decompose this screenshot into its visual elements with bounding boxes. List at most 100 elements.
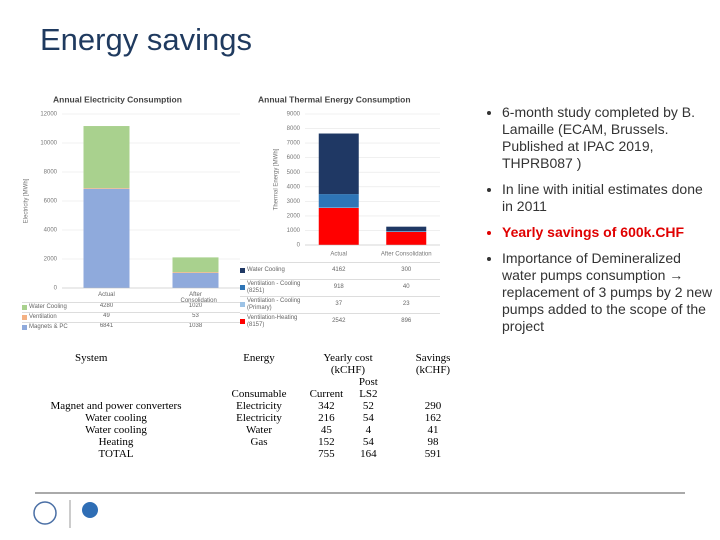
data-label: 896: [401, 317, 412, 324]
savings-table: System Energy Yearly cost (kCHF) Savings (k…: [20, 352, 470, 460]
y-tick-label: 3000: [287, 199, 301, 205]
subheader-cell: Post LS2: [358, 376, 378, 400]
bar-segment: [83, 188, 130, 189]
chart-title: Annual Thermal Energy Consumption: [258, 94, 411, 104]
table-cell: 98: [427, 436, 439, 448]
header-cell: Yearly cost (kCHF): [323, 352, 373, 376]
legend-label: Water Cooling: [29, 303, 67, 310]
table-cell: 41: [427, 424, 439, 436]
y-axis-label: Electricity [MWh]: [24, 178, 30, 223]
header-cell: Savings (kCHF): [415, 352, 451, 376]
legend-label: Ventilation - Cooling (Primary): [247, 297, 301, 311]
header-row: System Energy Yearly cost (kCHF) Savings (k…: [20, 352, 470, 376]
table-cell: 4: [365, 424, 372, 436]
table-cell: 152: [318, 436, 335, 448]
bar-segment: [172, 257, 219, 273]
bar-segment: [386, 231, 427, 232]
bullet-list: 6-month study completed by B. Lamaille (…: [488, 104, 716, 344]
table-cell: Water cooling: [85, 424, 147, 436]
data-label: 300: [401, 266, 412, 273]
y-axis-label: Thermal Energy [MWh]: [274, 148, 280, 210]
legend-label: Ventilation-Heating (8157): [247, 314, 298, 328]
bar-segment: [172, 272, 219, 288]
table-cell: 54: [362, 412, 374, 424]
table-cell: 45: [320, 424, 332, 436]
data-label: 49: [103, 313, 110, 319]
data-label: 40: [402, 283, 410, 290]
table-cell: Heating: [98, 436, 134, 448]
legend-swatch: [240, 319, 245, 324]
header-cell: [20, 376, 212, 400]
x-tick-label: Actual: [330, 252, 347, 258]
data-label: 1020: [188, 303, 203, 309]
table-row: Water cooling Water 45 4 41: [20, 424, 470, 436]
table-cell: 591: [424, 448, 442, 460]
table-row: Water cooling Electricity 216 54 162: [20, 412, 470, 424]
table-row: Magnet and power converters Electricity 34…: [20, 400, 470, 412]
legend-swatch: [22, 314, 27, 320]
table-cell: 54: [362, 436, 374, 448]
legend-row-line: [240, 313, 440, 314]
table-cell: 755: [318, 448, 335, 460]
legend-row-line: [240, 296, 440, 297]
y-tick-label: 2000: [44, 257, 58, 263]
data-label: 918: [333, 283, 344, 290]
table-row: Heating Gas 152 54 98: [20, 436, 470, 448]
legend-row-line: [22, 302, 240, 303]
y-tick-label: 8000: [44, 170, 58, 176]
data-label: 23: [402, 300, 410, 307]
x-tick-label: Actual: [98, 292, 115, 298]
y-tick-label: 8000: [287, 126, 301, 132]
table-cell: Water cooling: [85, 412, 147, 424]
bar-segment: [318, 133, 359, 195]
subheader-cell: Current: [309, 388, 344, 400]
legend-label: Ventilation - Cooling (8251): [247, 280, 301, 294]
data-label: 37: [335, 300, 343, 307]
x-tick-label: After Consolidation: [381, 252, 432, 258]
legend-entry: Water Cooling: [22, 302, 82, 312]
bullet: In line with initial estimates done in 2…: [502, 181, 716, 215]
legend-entry: Ventilation: [22, 312, 82, 322]
chart-title: Annual Electricity Consumption: [53, 94, 182, 104]
bullet: Importance of Demineralized water pumps …: [502, 250, 716, 335]
legend-swatch: [240, 302, 245, 307]
legend-row-line: [240, 279, 440, 280]
table-cell: 216: [318, 412, 335, 424]
subheader-cell: Consumable: [231, 388, 287, 400]
header-cell: System: [75, 352, 108, 364]
table-row: TOTAL 755 164 591: [20, 448, 470, 460]
y-tick-label: 9000: [287, 112, 301, 118]
slide-title: Energy savings: [40, 22, 252, 57]
bar-segment: [172, 272, 219, 273]
data-label: 6841: [99, 323, 114, 329]
data-label: 4162: [332, 266, 346, 273]
y-tick-label: 7000: [287, 141, 301, 147]
legend-label: Magnets & PC: [29, 323, 68, 330]
legend-swatch: [22, 324, 27, 330]
bar-segment: [386, 231, 427, 245]
bar-segment: [318, 207, 359, 245]
legend-swatch: [240, 268, 245, 273]
y-tick-label: 6000: [44, 199, 58, 205]
header-cell: Energy: [243, 352, 275, 364]
table-cell: 342: [318, 400, 335, 412]
y-tick-label: 4000: [44, 228, 58, 234]
bar-segment: [318, 194, 359, 208]
table-cell: [212, 448, 306, 460]
y-tick-label: 0: [54, 286, 58, 292]
bar-segment: [318, 207, 359, 208]
table-cell: Electricity: [236, 412, 282, 424]
legend-entry: Ventilation - Cooling (Primary): [240, 296, 302, 313]
table-cell: TOTAL: [98, 448, 134, 460]
bullet: Yearly savings of 600k.CHF: [502, 224, 716, 241]
table-cell: Electricity: [236, 400, 282, 412]
legend-entry: Magnets & PC: [22, 322, 82, 332]
y-tick-label: 0: [297, 243, 301, 249]
x-tick-label: After Consolidation: [180, 292, 217, 304]
bullet: 6-month study completed by B. Lamaille (…: [502, 104, 716, 172]
table-cell: Gas: [250, 436, 268, 448]
data-label: 4280: [99, 303, 114, 309]
bar-segment: [386, 226, 427, 232]
